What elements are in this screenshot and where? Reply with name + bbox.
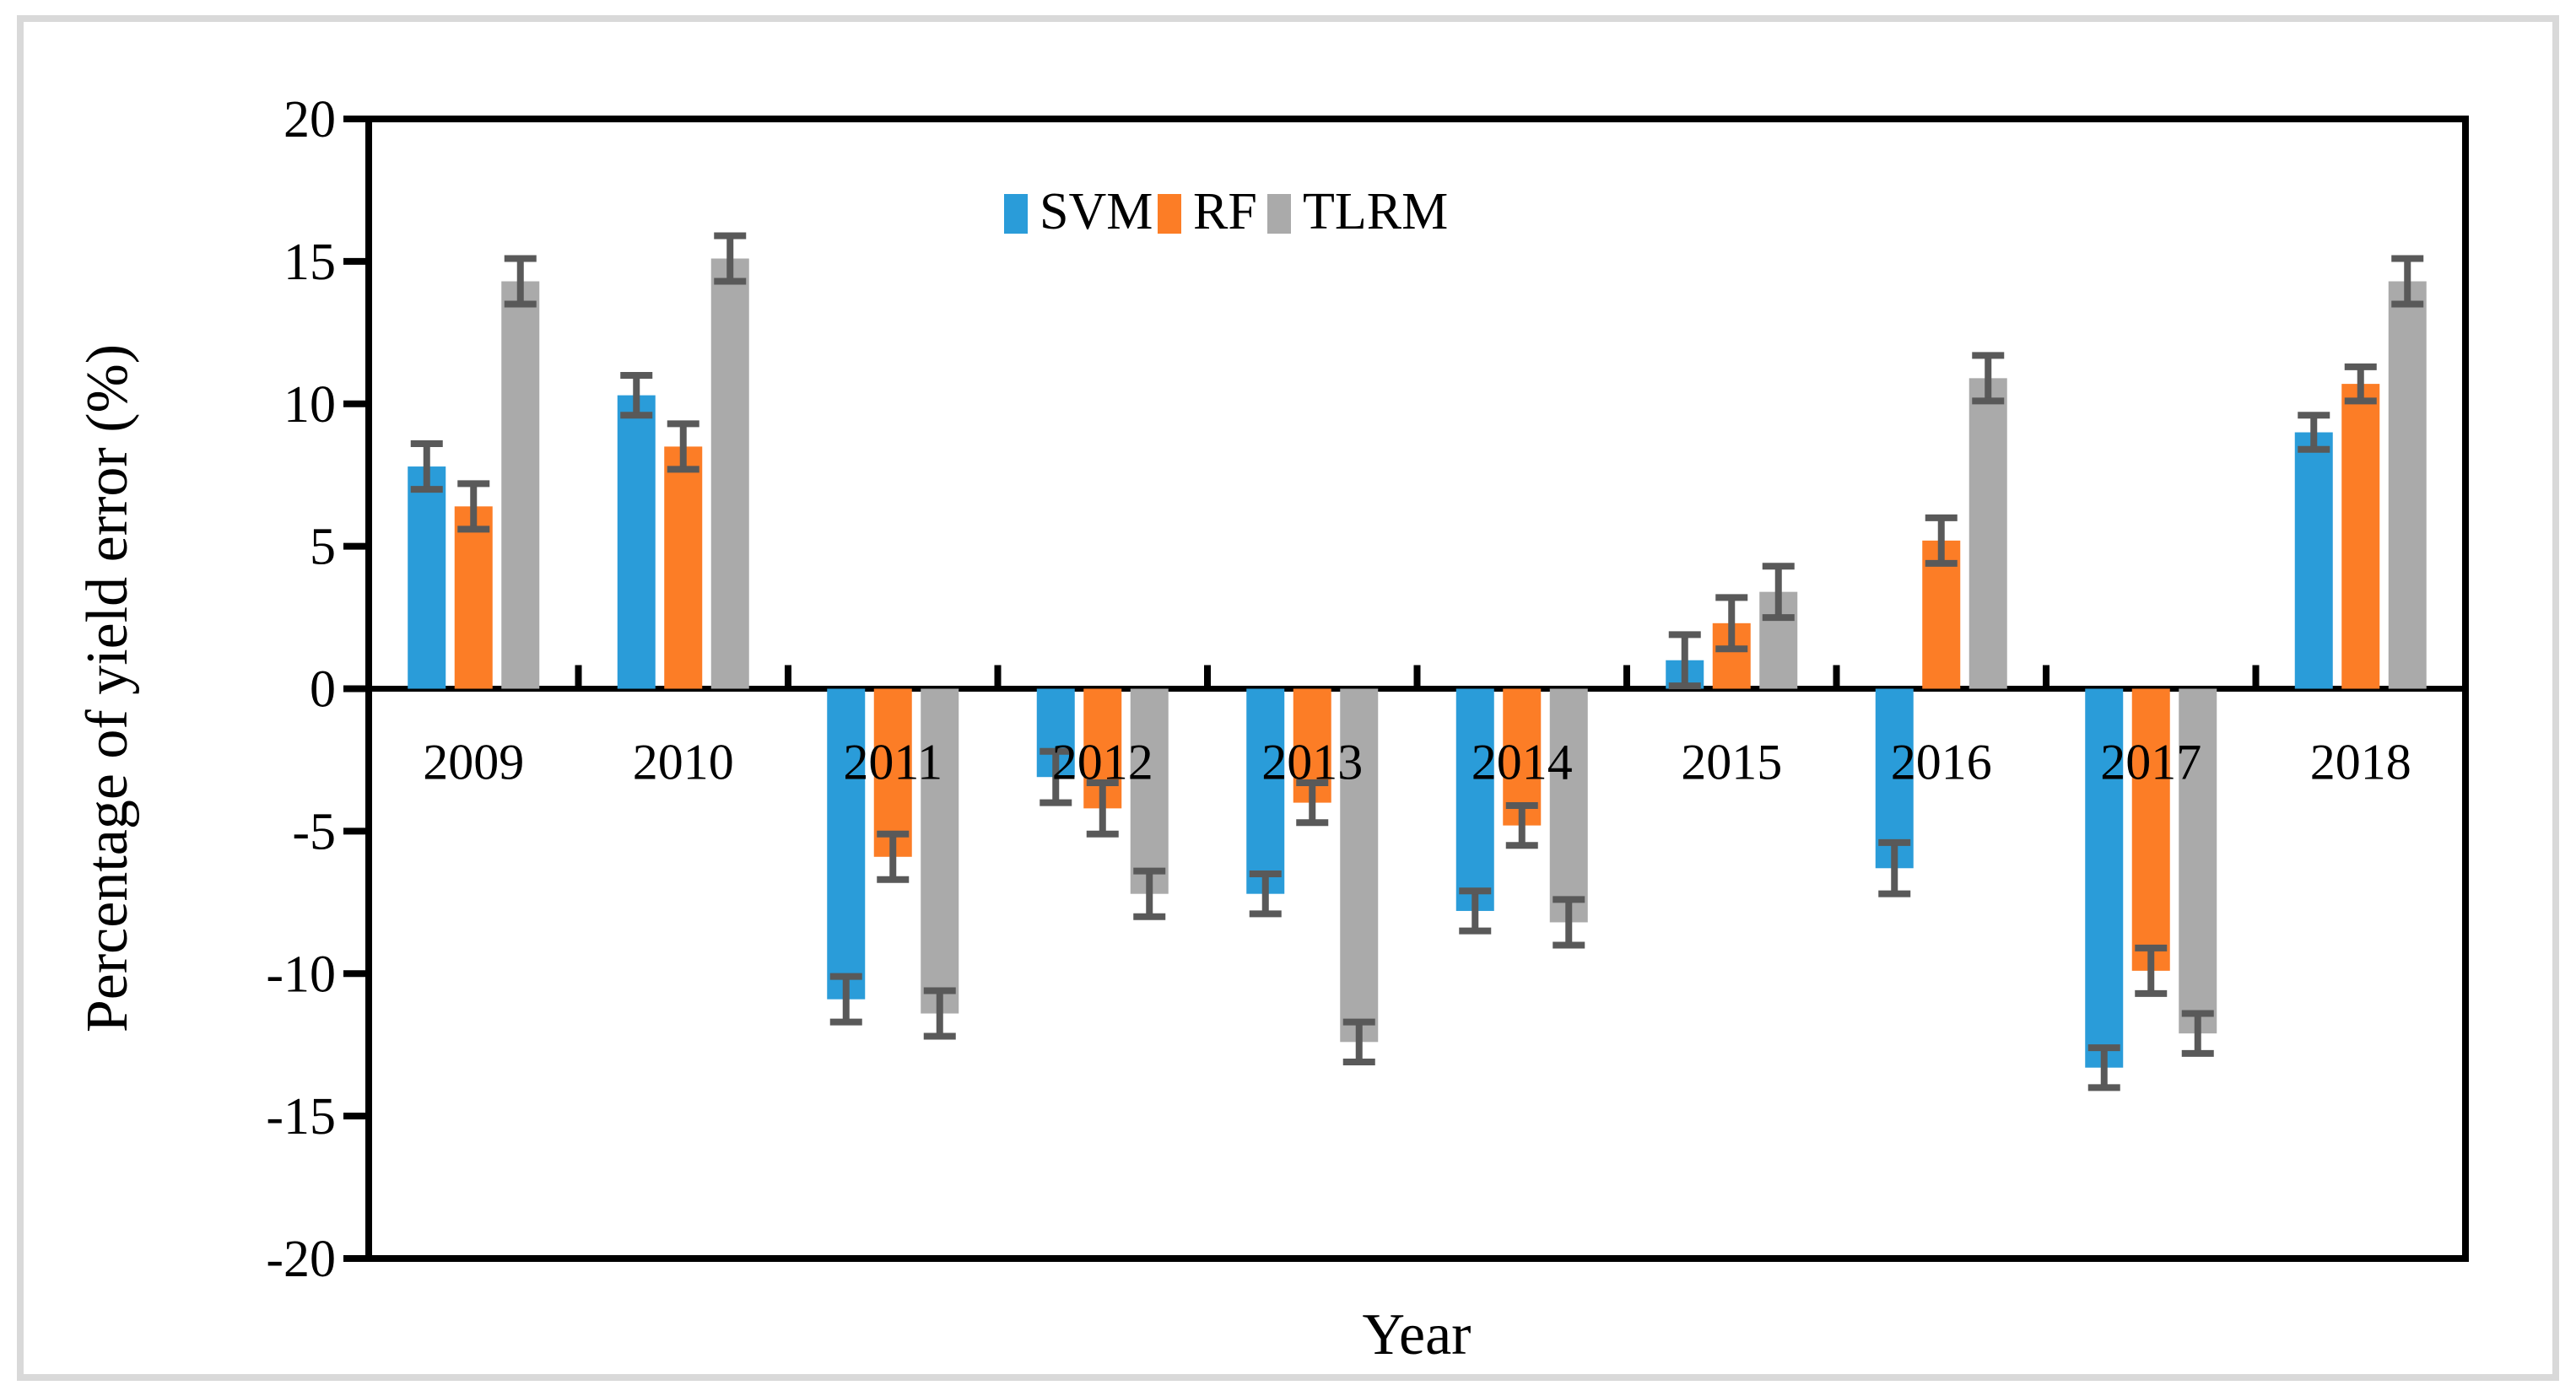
bar-rf-2018 bbox=[2341, 384, 2380, 689]
y-tick-label: 0 bbox=[310, 661, 336, 719]
bar-svm-2018 bbox=[2294, 432, 2333, 689]
bar-tlrm-2012 bbox=[1130, 688, 1169, 894]
bar-tlrm-2009 bbox=[501, 281, 540, 689]
x-category-label-2010: 2010 bbox=[633, 735, 734, 790]
x-category-label-2011: 2011 bbox=[843, 735, 942, 790]
y-tick-label: -5 bbox=[292, 803, 336, 860]
legend-swatch-tlrm bbox=[1267, 194, 1291, 234]
bar-svm-2011 bbox=[827, 688, 866, 1000]
bar-svm-2010 bbox=[617, 395, 656, 689]
y-tick-label: -20 bbox=[266, 1231, 336, 1288]
legend-swatch-rf bbox=[1158, 194, 1181, 234]
legend-swatch-svm bbox=[1004, 194, 1028, 234]
y-tick-label: -15 bbox=[266, 1088, 336, 1145]
bar-rf-2011 bbox=[873, 688, 912, 857]
x-category-label-2018: 2018 bbox=[2310, 735, 2411, 790]
bar-tlrm-2013 bbox=[1340, 688, 1379, 1043]
x-category-label-2015: 2015 bbox=[1681, 735, 1782, 790]
bar-tlrm-2011 bbox=[921, 688, 959, 1014]
y-axis-title: Percentage of yield error (%) bbox=[75, 344, 140, 1032]
bar-tlrm-2010 bbox=[710, 258, 749, 689]
x-category-label-2014: 2014 bbox=[1472, 735, 1573, 790]
x-category-label-2012: 2012 bbox=[1052, 735, 1153, 790]
y-tick-label: 20 bbox=[284, 91, 336, 148]
bar-tlrm-2017 bbox=[2179, 688, 2217, 1034]
bar-rf-2017 bbox=[2131, 688, 2170, 971]
bar-tlrm-2018 bbox=[2388, 281, 2427, 689]
x-axis-title: Year bbox=[1363, 1302, 1472, 1367]
x-category-label-2016: 2016 bbox=[1891, 735, 1992, 790]
bar-svm-2014 bbox=[1455, 688, 1494, 911]
y-tick-label: 5 bbox=[310, 519, 336, 576]
y-tick-label: 15 bbox=[284, 234, 336, 291]
bar-svm-2013 bbox=[1246, 688, 1285, 894]
bar-tlrm-2016 bbox=[1968, 378, 2007, 689]
y-tick-label: 10 bbox=[284, 376, 336, 434]
legend-label-rf: RF bbox=[1193, 183, 1257, 240]
legend-label-svm: SVM bbox=[1040, 183, 1153, 240]
x-category-label-2017: 2017 bbox=[2100, 735, 2201, 790]
bar-svm-2016 bbox=[1875, 688, 1914, 869]
bar-rf-2010 bbox=[664, 446, 703, 689]
legend-label-tlrm: TLRM bbox=[1303, 183, 1448, 240]
bar-svm-2017 bbox=[2085, 688, 2124, 1068]
x-category-label-2009: 2009 bbox=[423, 735, 524, 790]
bar-svm-2009 bbox=[408, 466, 446, 689]
bar-tlrm-2014 bbox=[1549, 688, 1588, 923]
y-tick-label: -10 bbox=[266, 946, 336, 1003]
x-category-label-2013: 2013 bbox=[1261, 735, 1363, 790]
bar-rf-2009 bbox=[454, 506, 493, 689]
figure-border bbox=[17, 15, 2559, 1381]
